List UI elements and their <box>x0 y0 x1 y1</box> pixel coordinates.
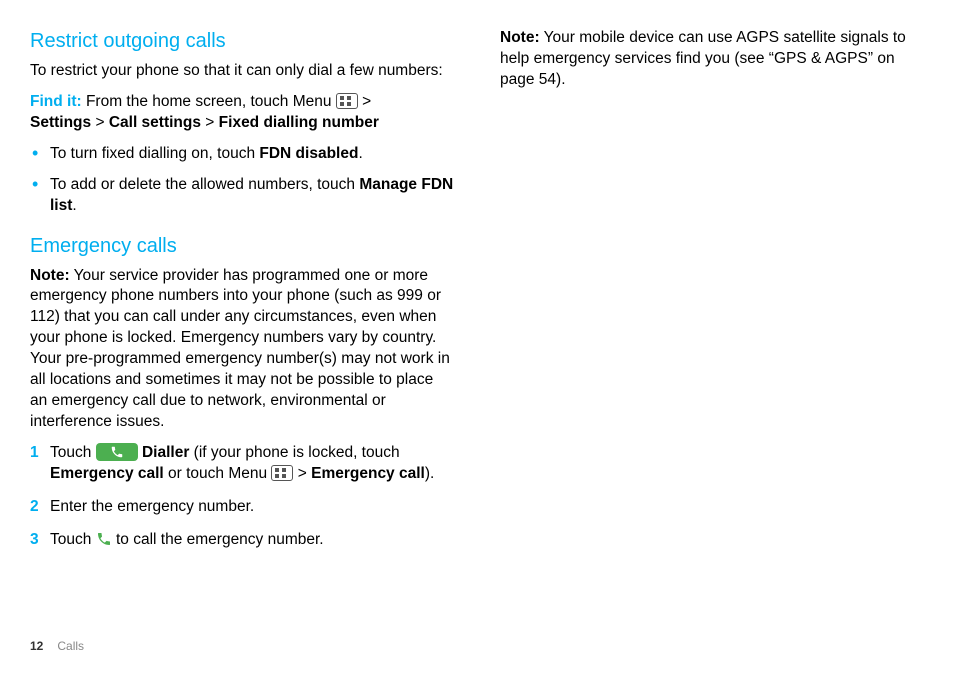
dialler-label: Dialler <box>142 444 189 461</box>
note-label: Note: <box>30 267 70 284</box>
step-item: 3 Touch to call the emergency number. <box>30 530 454 551</box>
bullet-item: To turn fixed dialling on, touch FDN dis… <box>30 144 454 165</box>
menu-icon <box>336 93 358 109</box>
bullet-pre: To add or delete the allowed numbers, to… <box>50 176 359 193</box>
step-number: 2 <box>30 497 39 518</box>
call-settings-bold: Call settings <box>109 114 201 131</box>
gt1: > <box>358 93 371 110</box>
step-end: ). <box>425 465 434 482</box>
step-number: 1 <box>30 443 39 464</box>
right-column: Note: Your mobile device can use AGPS sa… <box>500 28 924 563</box>
note-label: Note: <box>500 29 540 46</box>
page-footer: 12 Calls <box>30 639 84 653</box>
bullet-list: To turn fixed dialling on, touch FDN dis… <box>30 144 454 217</box>
gt3: > <box>201 114 219 131</box>
step-text: Enter the emergency number. <box>50 498 254 515</box>
section-name: Calls <box>57 639 84 653</box>
emcall2-bold: Emergency call <box>311 465 425 482</box>
heading-emergency: Emergency calls <box>30 233 454 260</box>
fdn-bold: Fixed dialling number <box>219 114 379 131</box>
step-or: or touch Menu <box>164 465 272 482</box>
intro-paragraph: To restrict your phone so that it can on… <box>30 61 454 82</box>
step-post: to call the emergency number. <box>112 531 324 548</box>
note-text: Your service provider has programmed one… <box>30 267 450 430</box>
step-gt: > <box>293 465 311 482</box>
heading-restrict: Restrict outgoing calls <box>30 28 454 55</box>
menu-icon <box>271 465 293 481</box>
emergency-note: Note: Your service provider has programm… <box>30 266 454 433</box>
find-it-label: Find it: <box>30 93 82 110</box>
find-it-line: Find it: From the home screen, touch Men… <box>30 92 454 134</box>
phone-icon <box>96 531 112 547</box>
step-pre: Touch <box>50 444 96 461</box>
step-mid: (if your phone is locked, touch <box>189 444 399 461</box>
page-number: 12 <box>30 639 43 653</box>
step-item: 1 Touch Dialler (if your phone is locked… <box>30 443 454 485</box>
bullet-post: . <box>358 145 362 162</box>
bullet-post: . <box>72 197 76 214</box>
steps-list: 1 Touch Dialler (if your phone is locked… <box>30 443 454 551</box>
find-it-text: From the home screen, touch Menu <box>82 93 336 110</box>
emcall-bold: Emergency call <box>50 465 164 482</box>
step-number: 3 <box>30 530 39 551</box>
bullet-pre: To turn fixed dialling on, touch <box>50 145 259 162</box>
settings-bold: Settings <box>30 114 91 131</box>
note-text: Your mobile device can use AGPS satellit… <box>500 29 906 88</box>
dialler-icon <box>96 443 138 461</box>
bullet-bold: FDN disabled <box>259 145 358 162</box>
page-body: Restrict outgoing calls To restrict your… <box>0 0 954 563</box>
left-column: Restrict outgoing calls To restrict your… <box>30 28 454 563</box>
agps-note: Note: Your mobile device can use AGPS sa… <box>500 28 924 91</box>
step-pre: Touch <box>50 531 96 548</box>
bullet-item: To add or delete the allowed numbers, to… <box>30 175 454 217</box>
gt2: > <box>91 114 109 131</box>
step-item: 2 Enter the emergency number. <box>30 497 454 518</box>
